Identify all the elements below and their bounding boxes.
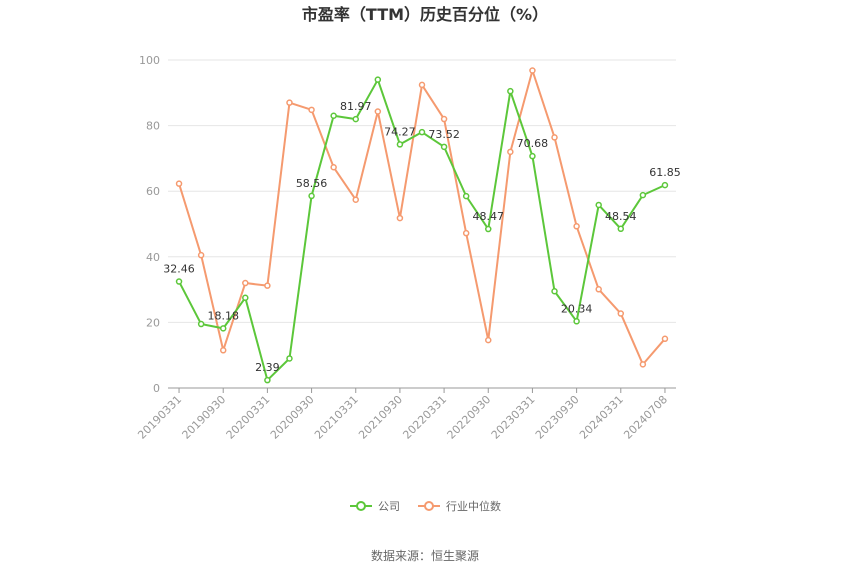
company-data-point[interactable] <box>264 376 271 384</box>
industry-data-point[interactable] <box>595 286 602 293</box>
source-note: 数据来源：恒生聚源 <box>371 548 479 563</box>
y-tick-label: 20 <box>146 316 160 329</box>
industry-data-point[interactable] <box>242 279 249 287</box>
data-label: 58.56 <box>296 177 328 190</box>
industry-data-point[interactable] <box>197 251 205 259</box>
industry-data-point[interactable] <box>551 134 558 141</box>
company-data-point[interactable] <box>485 225 492 233</box>
company-data-point[interactable] <box>462 192 470 200</box>
chart-title: 市盈率（TTM）历史百分位（%） <box>302 5 548 24</box>
industry-data-point[interactable] <box>219 347 227 354</box>
company-data-point[interactable] <box>175 278 183 285</box>
x-tick-label: 20200930 <box>268 393 317 442</box>
industry-data-point[interactable] <box>573 223 580 230</box>
company-data-point[interactable] <box>639 191 647 199</box>
company-data-point[interactable] <box>352 115 359 123</box>
company-data-point[interactable] <box>197 320 205 328</box>
company-data-point[interactable] <box>374 76 382 83</box>
company-data-point[interactable] <box>661 181 669 189</box>
industry-data-point[interactable] <box>352 196 359 203</box>
data-label: 48.54 <box>605 210 637 223</box>
company-data-point[interactable] <box>551 287 558 295</box>
company-data-point[interactable] <box>507 87 514 95</box>
industry-data-point[interactable] <box>286 99 293 106</box>
y-tick-label: 0 <box>153 382 160 395</box>
company-data-point[interactable] <box>308 192 315 200</box>
company-series-line <box>178 78 666 382</box>
x-tick-label: 20240708 <box>621 393 670 442</box>
industry-data-point[interactable] <box>529 67 536 74</box>
legend-circle-marker <box>424 501 434 511</box>
company-data-point[interactable] <box>440 143 448 151</box>
legend-circle-marker <box>356 501 366 511</box>
industry-data-point[interactable] <box>661 335 669 343</box>
company-data-point[interactable] <box>242 294 249 302</box>
x-tick-label: 20240331 <box>577 393 626 442</box>
x-tick-label: 20210331 <box>312 393 361 442</box>
legend[interactable]: 公司 行业中位数 <box>350 499 501 513</box>
data-labels: 32.46 18.18 2.39 58.56 81.97 74.27 73.52 48.47 7… <box>163 100 680 374</box>
y-tick-label: 100 <box>139 54 160 67</box>
industry-data-point[interactable] <box>175 180 183 187</box>
industry-data-point[interactable] <box>507 148 514 156</box>
x-tick-label: 20190930 <box>180 393 229 442</box>
x-tick-label: 20220930 <box>445 393 494 442</box>
company-data-point[interactable] <box>573 318 580 325</box>
data-label: 73.52 <box>428 128 460 141</box>
industry-data-point[interactable] <box>485 336 492 344</box>
company-data-point[interactable] <box>595 201 602 209</box>
legend-item-company[interactable]: 公司 <box>350 500 400 513</box>
industry-data-point[interactable] <box>418 81 426 89</box>
legend-label: 行业中位数 <box>446 499 501 513</box>
company-data-point[interactable] <box>418 128 426 136</box>
x-tick-label: 20210930 <box>356 393 405 442</box>
data-label: 48.47 <box>473 210 505 223</box>
data-label: 74.27 <box>384 125 416 138</box>
data-label: 61.85 <box>649 166 681 179</box>
company-data-point[interactable] <box>396 141 404 148</box>
x-tick-label: 20190331 <box>135 393 184 442</box>
industry-data-point[interactable] <box>462 229 470 237</box>
series-layer <box>175 67 669 384</box>
x-tick-label: 20220331 <box>400 393 449 442</box>
data-label: 2.39 <box>255 361 280 374</box>
grid <box>168 59 676 323</box>
x-tick-label: 20200331 <box>224 393 273 442</box>
industry-data-point[interactable] <box>374 108 382 115</box>
x-tick-label: 20230930 <box>533 393 582 442</box>
legend-label: 公司 <box>378 500 400 513</box>
data-label: 20.34 <box>561 302 593 315</box>
y-tick-label: 60 <box>146 185 160 198</box>
axes: 0 20 40 60 80 100 2019033120190930202003312020… <box>135 54 676 442</box>
data-label: 18.18 <box>207 309 239 322</box>
y-tick-label: 80 <box>146 120 160 133</box>
company-data-point[interactable] <box>617 225 625 233</box>
industry-data-point[interactable] <box>396 214 404 222</box>
y-tick-label: 40 <box>146 251 160 264</box>
company-data-point[interactable] <box>286 355 293 362</box>
company-data-point[interactable] <box>529 152 536 160</box>
company-data-point[interactable] <box>219 325 227 332</box>
industry-data-point[interactable] <box>330 164 337 171</box>
data-label: 70.68 <box>517 137 549 150</box>
industry-data-point[interactable] <box>639 361 647 368</box>
x-tick-label: 20230331 <box>489 393 538 442</box>
data-label: 32.46 <box>163 263 195 276</box>
data-label: 81.97 <box>340 100 372 113</box>
industry-data-point[interactable] <box>308 106 315 114</box>
industry-data-point[interactable] <box>440 115 448 123</box>
company-data-point[interactable] <box>330 112 337 120</box>
legend-item-industry-median[interactable]: 行业中位数 <box>418 499 501 513</box>
industry-data-point[interactable] <box>617 310 625 317</box>
industry-data-point[interactable] <box>264 282 271 289</box>
